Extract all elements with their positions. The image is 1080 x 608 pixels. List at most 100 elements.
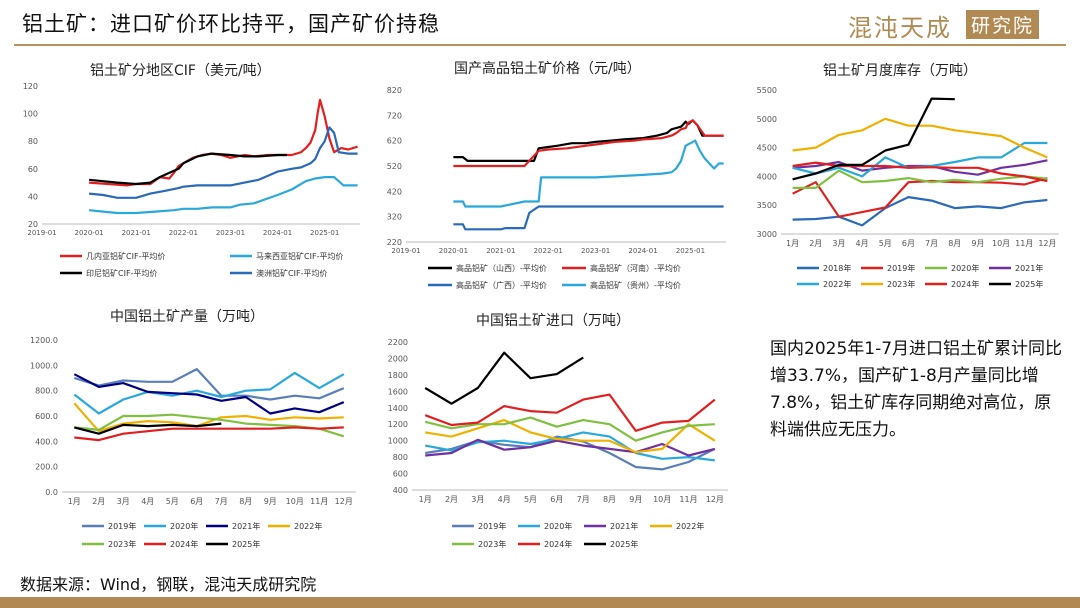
chart-title: 中国铝土矿产量（万吨） (110, 309, 264, 325)
chart-title: 铝土矿月度库存（万吨） (823, 63, 977, 79)
series-line (73, 373, 345, 415)
chart-title: 国产高品铝土矿价格（元/吨） (454, 61, 641, 77)
x-tick-label: 2020-01 (74, 229, 103, 237)
x-tick-label: 1月 (419, 495, 432, 504)
legend-label: 高品铝矿（贵州）-平均价 (590, 280, 681, 290)
y-tick-label: 820 (387, 86, 402, 95)
y-tick-label: 420 (387, 187, 402, 196)
series-line (792, 97, 955, 181)
chart-title: 铝土矿分地区CIF（美元/吨） (90, 63, 271, 79)
x-tick-label: 2025-01 (676, 247, 705, 255)
series-line (74, 422, 222, 435)
legend-label: 2025年 (610, 539, 638, 549)
y-tick-label: 0.0 (45, 488, 58, 497)
series-line (89, 98, 358, 187)
x-tick-label: 10月 (286, 497, 304, 506)
series-line (792, 117, 1048, 159)
y-tick-label: 60 (28, 165, 38, 174)
legend-label: 2020年 (170, 521, 198, 531)
legend-label: 2021年 (1015, 263, 1043, 273)
chart-title: 中国铝土矿进口（万吨） (476, 313, 630, 329)
y-tick-label: 4500 (757, 144, 777, 153)
legend-label: 2020年 (951, 263, 979, 273)
series-line (424, 416, 715, 442)
y-tick-label: 600.0 (35, 412, 58, 421)
y-tick-label: 600 (393, 470, 408, 479)
x-tick-label: 2月 (92, 497, 105, 506)
chart-imports-svg: 400 600 800 1000 1200 1400 1600 1800 2000 2200 1月 2… (388, 338, 728, 549)
series-line (424, 393, 716, 432)
series-line (88, 126, 358, 199)
y-tick-label: 720 (387, 111, 402, 120)
y-tick-label: 1600 (388, 387, 408, 396)
legend-label: 2023年 (478, 539, 506, 549)
x-tick-label: 2022-01 (534, 247, 563, 255)
x-tick-label: 6月 (902, 239, 915, 248)
y-tick-label: 1200 (388, 420, 408, 429)
y-tick-label: 2200 (388, 338, 408, 347)
y-tick-label: 520 (387, 162, 402, 171)
x-tick-label: 2022-01 (169, 229, 198, 237)
x-tick-label: 12月 (706, 495, 724, 504)
legend-label: 高品铝矿（山西）-平均价 (456, 263, 547, 273)
y-tick-label: 400 (393, 486, 408, 495)
chart-domestic-price-panel: 国产高品铝土矿价格（元/吨） 220 320 420 520 620 720 820 2019… (370, 56, 732, 296)
legend-label: 2024年 (951, 279, 979, 289)
x-tick-label: 2025-01 (310, 229, 339, 237)
x-tick-label: 9月 (629, 495, 642, 504)
x-tick-label: 11月 (679, 495, 697, 504)
series-line (424, 431, 715, 462)
x-tick-label: 6月 (550, 495, 563, 504)
x-tick-label: 2021-01 (122, 229, 151, 237)
chart-production-svg: 0.0 200.0 400.0 600.0 800.0 1000.0 1200.0 1月 2月 3… (30, 336, 356, 549)
x-tick-label: 8月 (239, 497, 252, 506)
x-tick-label: 2020-01 (439, 247, 468, 255)
y-tick-label: 800.0 (35, 387, 58, 396)
x-tick-label: 4月 (856, 239, 869, 248)
y-tick-label: 1400 (388, 404, 408, 413)
y-tick-label: 1200.0 (30, 336, 58, 345)
legend-label: 2020年 (544, 521, 572, 531)
legend-label: 澳洲铝矿CIF-平均价 (256, 268, 327, 278)
x-tick-label: 8月 (948, 239, 961, 248)
x-tick-label: 12月 (1038, 239, 1056, 248)
y-tick-label: 220 (387, 238, 402, 247)
legend-label: 2019年 (887, 263, 915, 273)
y-tick-label: 120 (23, 82, 38, 91)
x-tick-label: 5月 (166, 497, 179, 506)
y-tick-label: 80 (28, 137, 38, 146)
chart-imports-panel: 中国铝土矿进口（万吨） 400 600 800 1000 1200 1400 1600 180… (372, 300, 734, 554)
legend-label: 几内亚铝矿CIF-平均价 (86, 251, 165, 261)
series-line (792, 169, 1048, 189)
header: 铝土矿：进口矿价环比持平，国产矿价持稳 混沌天成 研究院 (0, 0, 1080, 46)
x-tick-label: 2024-01 (263, 229, 292, 237)
legend-label: 高品铝矿（河南）-平均价 (590, 263, 681, 273)
series-line (453, 205, 724, 231)
legend-label: 2022年 (676, 521, 704, 531)
y-tick-label: 320 (387, 213, 402, 222)
x-tick-label: 2月 (445, 495, 458, 504)
legend-label: 2019年 (108, 521, 136, 531)
x-tick-label: 1月 (786, 239, 799, 248)
x-tick-label: 3月 (832, 239, 845, 248)
y-tick-label: 620 (387, 137, 402, 146)
x-tick-label: 2021-01 (486, 247, 515, 255)
y-tick-label: 5500 (757, 86, 777, 95)
series-line (88, 152, 287, 186)
x-tick-label: 8月 (603, 495, 616, 504)
x-tick-label: 2月 (809, 239, 822, 248)
legend-label: 2023年 (887, 279, 915, 289)
y-tick-label: 400.0 (35, 437, 58, 446)
x-tick-label: 11月 (1015, 239, 1033, 248)
x-tick-label: 5月 (879, 239, 892, 248)
y-tick-label: 1000 (388, 437, 408, 446)
x-tick-label: 9月 (264, 497, 277, 506)
x-tick-label: 2019-01 (391, 247, 420, 255)
y-tick-label: 200.0 (35, 463, 58, 472)
chart-domestic-svg: 220 320 420 520 620 720 820 2019-01 2020-01 2021-… (387, 86, 726, 290)
x-tick-label: 2019-01 (27, 229, 56, 237)
legend-label: 印尼铝矿CIF-平均价 (86, 268, 157, 278)
page-title: 铝土矿：进口矿价环比持平，国产矿价持稳 (22, 12, 440, 36)
x-tick-label: 4月 (141, 497, 154, 506)
x-tick-label: 7月 (925, 239, 938, 248)
